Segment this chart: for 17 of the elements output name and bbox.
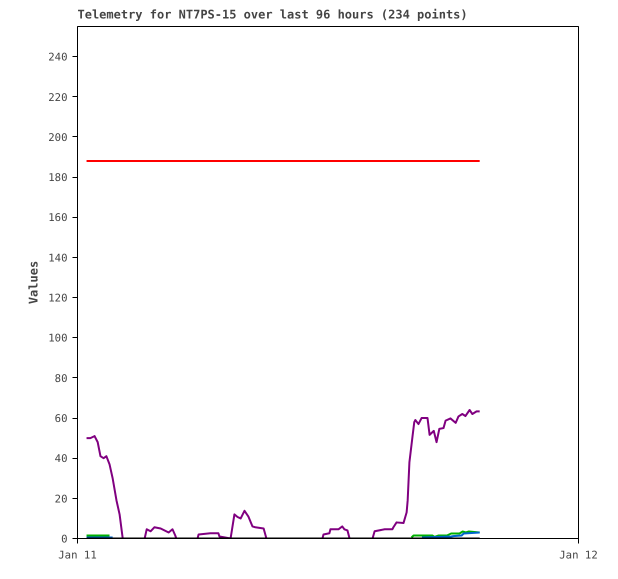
y-tick-label: 240 (48, 50, 68, 64)
chart-title: Telemetry for NT7PS-15 over last 96 hours (234 points) (78, 8, 468, 22)
y-tick-label: 100 (48, 332, 68, 345)
y-tick-label: 60 (54, 412, 68, 426)
y-tick-label: 200 (48, 130, 68, 144)
y-tick-label: 160 (48, 211, 68, 224)
y-tick-label: 140 (48, 251, 68, 264)
y-tick-label: 0 (61, 532, 68, 546)
y-tick-label: 120 (48, 292, 68, 305)
x-tick-label: Jan 11 (58, 548, 97, 562)
y-tick-label: 40 (54, 452, 68, 466)
y-tick-label: 80 (54, 372, 68, 385)
y-tick-label: 180 (48, 171, 68, 184)
x-tick-label: Jan 12 (559, 548, 598, 562)
y-axis-title: Values (26, 260, 40, 304)
y-tick-label: 20 (54, 492, 68, 506)
y-tick-label: 220 (48, 90, 68, 104)
